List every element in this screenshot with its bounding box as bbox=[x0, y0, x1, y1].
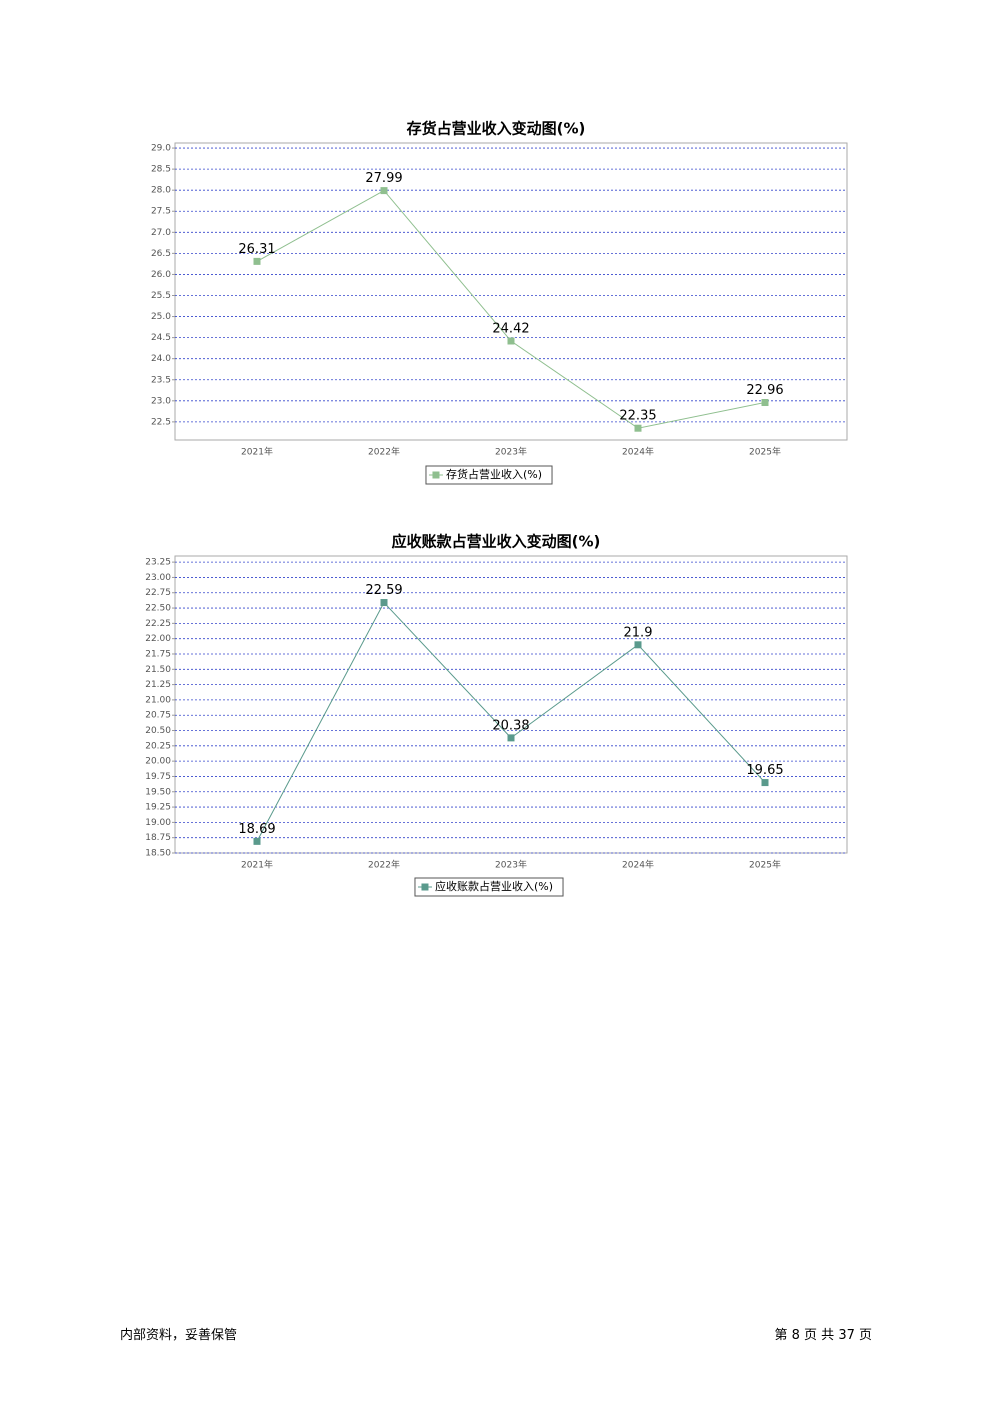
y-tick-label: 23.25 bbox=[145, 558, 171, 568]
y-tick-label: 20.75 bbox=[145, 711, 171, 721]
y-tick-label: 24.5 bbox=[151, 333, 171, 343]
y-tick-label: 25.0 bbox=[151, 312, 171, 322]
data-label: 22.96 bbox=[746, 383, 783, 398]
chart-title: 存货占营业收入变动图(%) bbox=[407, 120, 586, 138]
point bbox=[507, 734, 515, 742]
legend-swatch bbox=[432, 471, 440, 479]
point bbox=[253, 837, 261, 845]
charts: 存货占营业收入变动图(%) 22.5 23.0 23.5 24.0 24.5 25.0 25.… bbox=[145, 120, 848, 897]
point bbox=[761, 779, 769, 787]
data-label: 27.99 bbox=[365, 171, 402, 186]
x-tick-label: 2024年 bbox=[622, 446, 654, 458]
y-tick-label: 28.0 bbox=[151, 186, 171, 196]
x-tick-label: 2025年 bbox=[749, 859, 781, 871]
x-tick-label: 2025年 bbox=[749, 446, 781, 458]
y-tick-label: 19.25 bbox=[145, 803, 171, 813]
y-tick-label: 22.00 bbox=[145, 634, 171, 644]
point bbox=[380, 599, 388, 607]
footer-right: 第 8 页 共 37 页 bbox=[774, 1328, 872, 1343]
y-tick-label: 21.50 bbox=[145, 665, 171, 675]
x-tick-label: 2024年 bbox=[622, 859, 654, 871]
data-label: 22.59 bbox=[365, 583, 402, 598]
plot-area bbox=[174, 555, 848, 854]
y-tick-label: 22.75 bbox=[145, 588, 171, 598]
data-label: 19.65 bbox=[746, 763, 783, 778]
plot-area bbox=[174, 142, 848, 441]
y-tick-label: 21.00 bbox=[145, 695, 171, 705]
point bbox=[634, 424, 642, 432]
y-tick-label: 20.25 bbox=[145, 741, 171, 751]
data-label: 24.42 bbox=[492, 322, 529, 337]
x-tick-label: 2023年 bbox=[495, 446, 527, 458]
y-tick-label: 22.25 bbox=[145, 619, 171, 629]
y-tick-label: 29.0 bbox=[151, 144, 171, 154]
y-tick-label: 26.0 bbox=[151, 270, 171, 280]
y-tick-label: 19.50 bbox=[145, 787, 171, 797]
data-label: 26.31 bbox=[238, 242, 275, 257]
y-tick-label: 28.5 bbox=[151, 165, 171, 175]
y-tick-label: 20.50 bbox=[145, 726, 171, 736]
legend-label: 应收账款占营业收入(%) bbox=[435, 879, 553, 893]
y-tick-label: 20.00 bbox=[145, 757, 171, 767]
legend-box bbox=[425, 465, 553, 485]
y-tick-label: 25.5 bbox=[151, 291, 171, 301]
data-label: 20.38 bbox=[492, 718, 529, 733]
y-tick-label: 27.0 bbox=[151, 228, 171, 238]
y-tick-label: 18.75 bbox=[145, 833, 171, 843]
y-tick-label: 24.0 bbox=[151, 354, 171, 364]
point bbox=[380, 187, 388, 195]
point bbox=[761, 399, 769, 407]
legend-box bbox=[414, 877, 564, 897]
y-tick-label: 22.50 bbox=[145, 604, 171, 614]
point bbox=[507, 337, 515, 345]
y-tick-label: 21.75 bbox=[145, 649, 171, 659]
legend-swatch bbox=[421, 883, 429, 891]
point bbox=[634, 641, 642, 649]
data-label: 18.69 bbox=[238, 822, 275, 837]
x-tick-label: 2021年 bbox=[241, 446, 273, 458]
x-tick-label: 2023年 bbox=[495, 859, 527, 871]
chart-title: 应收账款占营业收入变动图(%) bbox=[392, 533, 601, 551]
y-tick-label: 21.25 bbox=[145, 680, 171, 690]
data-label: 22.35 bbox=[619, 409, 656, 424]
x-tick-label: 2022年 bbox=[368, 859, 400, 871]
y-tick-label: 23.5 bbox=[151, 375, 171, 385]
y-tick-label: 22.5 bbox=[151, 417, 171, 427]
y-tick-label: 19.75 bbox=[145, 772, 171, 782]
legend-label: 存货占营业收入(%) bbox=[446, 467, 542, 481]
y-tick-label: 23.0 bbox=[151, 396, 171, 406]
point bbox=[253, 257, 261, 265]
y-tick-label: 27.5 bbox=[151, 207, 171, 217]
x-tick-label: 2022年 bbox=[368, 446, 400, 458]
x-tick-label: 2021年 bbox=[241, 859, 273, 871]
y-tick-label: 26.5 bbox=[151, 249, 171, 259]
footer-left: 内部资料，妥善保管 bbox=[120, 1328, 238, 1343]
y-tick-label: 18.50 bbox=[145, 849, 171, 859]
y-tick-label: 19.00 bbox=[145, 818, 171, 828]
y-tick-label: 23.00 bbox=[145, 573, 171, 583]
data-label: 21.9 bbox=[624, 625, 653, 640]
